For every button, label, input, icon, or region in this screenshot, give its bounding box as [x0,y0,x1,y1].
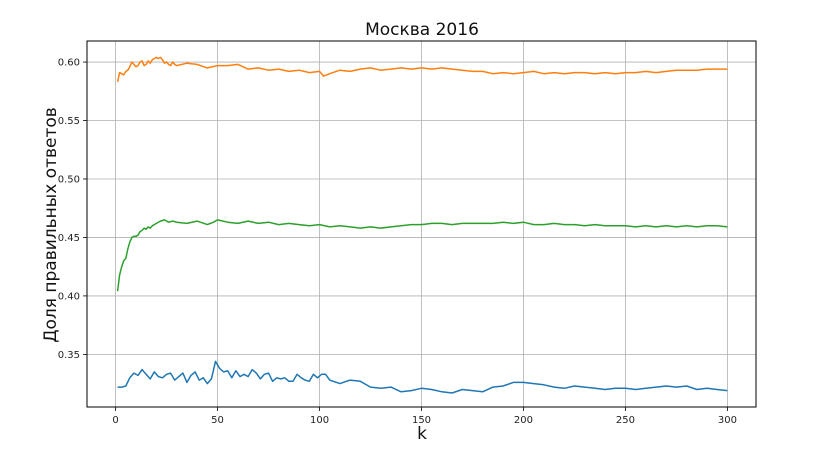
chart-title: Москва 2016 [365,20,479,40]
x-tick-label: 200 [514,415,533,426]
x-tick-label: 250 [616,415,635,426]
y-tick-label: 0.40 [58,291,80,302]
x-tick-label: 100 [310,415,329,426]
y-axis-ticks: 0.35 0.40 0.45 0.50 0.55 0.60 [58,58,87,361]
x-tick-label: 50 [211,415,224,426]
y-tick-label: 0.45 [58,233,80,244]
y-tick-label: 0.60 [58,58,80,69]
x-axis-ticks: 0 50 100 150 200 250 300 [112,407,737,426]
x-tick-label: 0 [112,415,118,426]
y-tick-label: 0.50 [58,174,80,185]
x-axis-label: k [417,424,427,444]
y-tick-label: 0.35 [58,350,80,361]
series-group [116,56,728,394]
series-line-0 [116,56,728,83]
x-tick-label: 150 [412,415,431,426]
y-axis-label: Доля правильных ответов [41,107,61,343]
series-line-2 [117,360,728,394]
series-line-1 [116,219,728,292]
y-tick-label: 0.55 [58,116,80,127]
x-tick-label: 300 [718,415,737,426]
